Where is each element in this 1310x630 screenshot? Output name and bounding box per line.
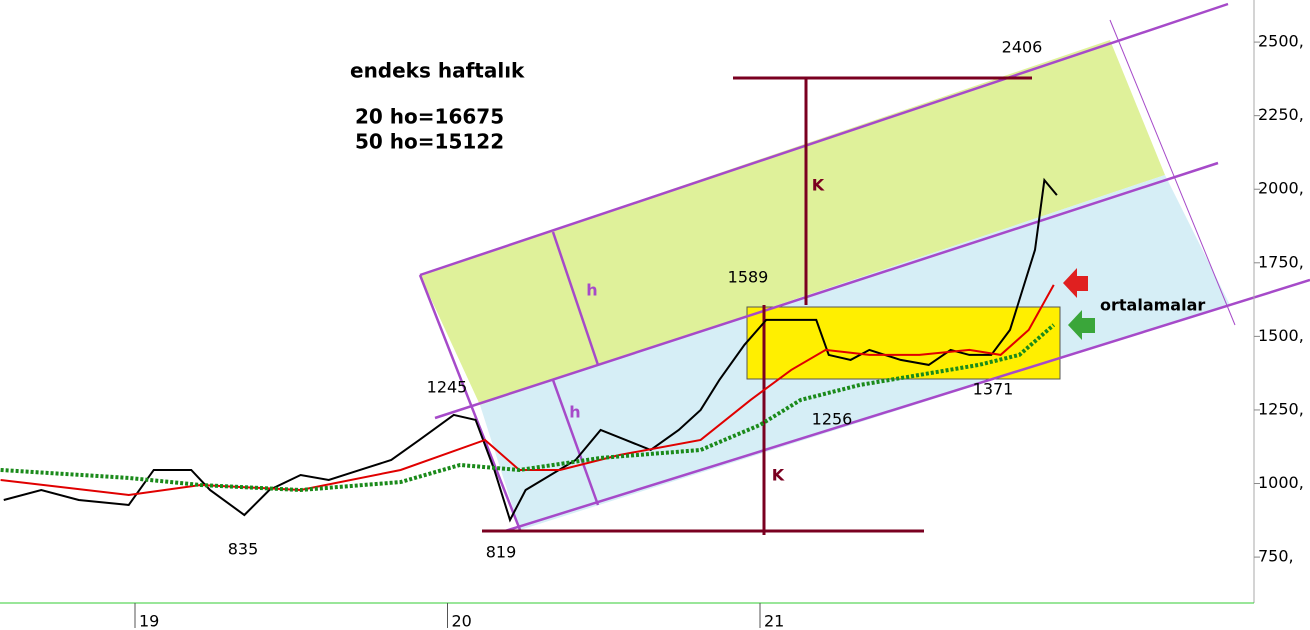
- x-tick-label: 20: [452, 612, 472, 630]
- subtitle: 50 ho=15122: [355, 130, 504, 154]
- annotation: 2406: [1002, 38, 1043, 57]
- chart-title: endeks haftalık: [350, 59, 525, 83]
- x-tick-label: 19: [139, 612, 159, 630]
- annotation: h: [569, 403, 580, 422]
- y-tick-label: 1750,: [1258, 252, 1304, 271]
- annotation: 1371: [973, 380, 1014, 399]
- y-tick-label: 1250,: [1258, 399, 1304, 418]
- annotation: K: [772, 466, 785, 485]
- x-tick-label: 21: [764, 612, 784, 630]
- y-tick-label: 2250,: [1258, 105, 1304, 124]
- annotation: K: [812, 176, 825, 195]
- y-tick-label: 1500,: [1258, 326, 1304, 345]
- annotation: 1256: [812, 410, 853, 429]
- channel: [418, 2, 1310, 535]
- y-tick-label: 2000,: [1258, 179, 1304, 198]
- y-tick-label: 2500,: [1258, 32, 1304, 51]
- annotation: 1589: [728, 268, 769, 287]
- annotation: ortalamalar: [1100, 296, 1205, 315]
- annotation: 1245: [427, 378, 468, 397]
- series-line: [0, 323, 1056, 492]
- annotation: h: [586, 281, 597, 300]
- annotation: 819: [486, 543, 517, 562]
- annotation: 835: [228, 540, 259, 559]
- y-tick-label: 750,: [1258, 547, 1294, 566]
- subtitle: 20 ho=16675: [355, 105, 504, 129]
- y-tick-label: 1000,: [1258, 473, 1304, 492]
